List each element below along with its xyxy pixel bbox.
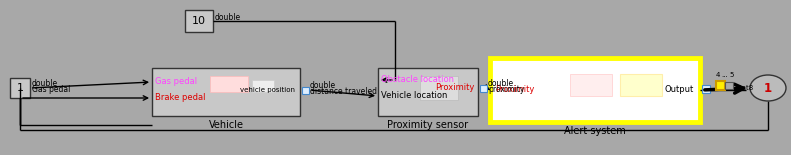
Text: double: double (32, 80, 58, 89)
Text: vehicle position: vehicle position (240, 87, 295, 93)
Text: proximity: proximity (488, 86, 524, 95)
Text: double: double (215, 13, 241, 22)
Bar (716, 81, 725, 90)
Text: 5: 5 (729, 72, 733, 78)
Bar (378, 68, 478, 116)
Text: double: double (310, 80, 336, 89)
Text: Brake pedal: Brake pedal (155, 93, 206, 102)
Text: 4: 4 (716, 72, 721, 78)
Text: Proximity: Proximity (495, 86, 535, 95)
Bar (152, 68, 300, 116)
Text: 1: 1 (17, 83, 24, 93)
Text: distance traveled: distance traveled (310, 88, 377, 97)
Text: uint8: uint8 (735, 85, 753, 91)
Text: Vehicle: Vehicle (209, 120, 244, 130)
Text: Alert system: Alert system (564, 126, 626, 136)
Bar (10, 78, 30, 98)
Bar (301, 86, 308, 93)
Text: Vehicle location: Vehicle location (381, 91, 448, 100)
Text: Proximity: Proximity (434, 84, 474, 93)
Bar (185, 10, 213, 32)
Bar (570, 74, 612, 96)
Ellipse shape (750, 75, 786, 101)
Bar (210, 76, 248, 92)
Text: 10: 10 (192, 16, 206, 26)
Text: double: double (488, 78, 514, 88)
Bar (702, 85, 710, 93)
Bar (620, 74, 662, 96)
Bar (725, 82, 733, 89)
Text: 1: 1 (764, 82, 772, 95)
Text: ...: ... (721, 72, 728, 78)
Bar (420, 76, 458, 100)
Text: Output: Output (664, 86, 694, 95)
Text: Gas pedal: Gas pedal (155, 78, 197, 86)
Text: Gas pedal: Gas pedal (32, 86, 70, 95)
Bar (252, 80, 274, 92)
Text: Proximity sensor: Proximity sensor (388, 120, 468, 130)
Bar (479, 84, 486, 91)
Bar (490, 58, 700, 122)
Text: Obstacle location: Obstacle location (381, 75, 454, 84)
